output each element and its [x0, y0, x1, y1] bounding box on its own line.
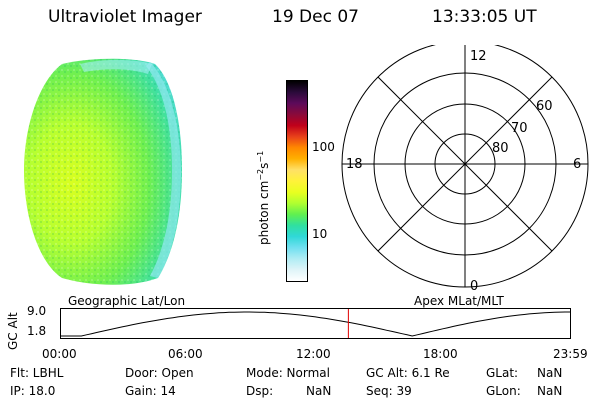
- mlt-label-18: 18: [346, 157, 363, 172]
- info-glat-label: GLat:: [486, 366, 519, 380]
- timeline-ytick-top: 9.0: [27, 304, 47, 318]
- mlt-label-6: 6: [573, 157, 581, 172]
- lat-label-80: 80: [492, 141, 509, 156]
- orbit-altitude-curve: [61, 311, 570, 337]
- lat-label-70: 70: [511, 121, 528, 136]
- info-dsp-value: NaN: [306, 384, 332, 398]
- colorbar-label: photon cm−2s−1: [256, 150, 271, 245]
- info-ip: IP: 18.0: [10, 384, 56, 398]
- info-glon-value: NaN: [537, 384, 563, 398]
- info-gain: Gain: 14: [125, 384, 176, 398]
- info-seq: Seq: 39: [366, 384, 412, 398]
- lat-label-60: 60: [536, 99, 553, 114]
- polar-diagonal-2: [377, 76, 553, 252]
- info-glon-label: GLon:: [486, 384, 521, 398]
- info-door: Door: Open: [125, 366, 194, 380]
- timeline-left-label: Geographic Lat/Lon: [68, 294, 186, 308]
- info-gc-alt: GC Alt: 6.1 Re: [366, 366, 450, 380]
- orbit-plot: [60, 308, 571, 339]
- orbit-plot-frame: [60, 308, 571, 339]
- auroral-top-edge: [80, 59, 152, 74]
- timeline-xtick-1800: 18:00: [423, 347, 458, 361]
- polar-grid: 12 0 18 6 60 70 80: [341, 45, 589, 294]
- mlt-label-12: 12: [470, 49, 487, 64]
- timeline-right-label: Apex MLat/MLT: [414, 294, 504, 308]
- info-mode: Mode: Normal: [246, 366, 330, 380]
- timeline-xtick-0000: 00:00: [42, 347, 77, 361]
- timeline-xtick-1200: 12:00: [296, 347, 331, 361]
- colorbar: [286, 80, 308, 282]
- timeline-xtick-2359: 23:59: [553, 347, 588, 361]
- time-label: 13:33:05 UT: [432, 7, 537, 27]
- info-filter: Flt: LBHL: [10, 366, 64, 380]
- info-glat-value: NaN: [537, 366, 563, 380]
- colorbar-tick-100: 100: [312, 140, 335, 154]
- date-label: 19 Dec 07: [272, 7, 359, 27]
- mlt-label-0: 0: [470, 279, 478, 294]
- colorbar-tick-10: 10: [312, 227, 328, 241]
- auroral-image: [24, 58, 182, 285]
- timeline-ytick-bottom: 1.8: [27, 324, 47, 338]
- timeline-ylabel: GC Alt: [6, 312, 20, 350]
- timeline-xtick-0600: 06:00: [168, 347, 203, 361]
- auroral-disk-texture: [24, 58, 182, 285]
- instrument-title: Ultraviolet Imager: [48, 7, 202, 27]
- auroral-limb: [146, 62, 181, 278]
- info-dsp-label: Dsp:: [246, 384, 274, 398]
